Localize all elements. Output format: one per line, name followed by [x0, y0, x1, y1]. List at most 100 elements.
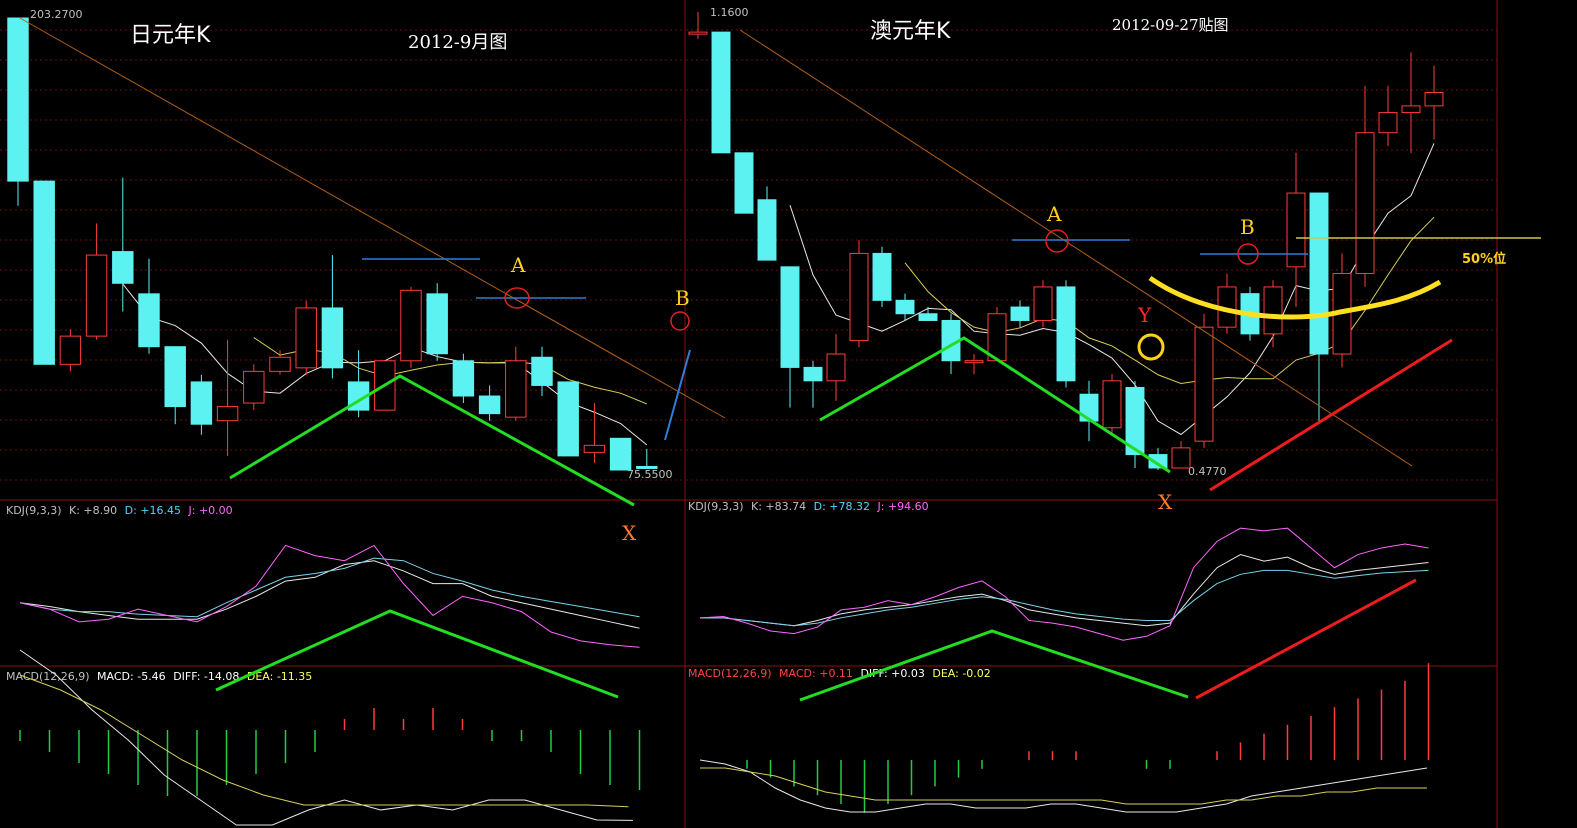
right-mark-y: Y: [1137, 303, 1152, 327]
right-title: 澳元年K: [870, 19, 951, 44]
candle-up: [85, 254, 108, 337]
candle-up: [1378, 112, 1398, 134]
candle-down: [636, 465, 658, 469]
kdj-d-line: [700, 569, 1429, 627]
left-mark-x: X: [622, 521, 637, 545]
candle-down: [33, 180, 55, 365]
left-panel: [0, 0, 686, 828]
candle-up: [1401, 105, 1421, 114]
left-circle-a: [504, 287, 530, 309]
left-price-wave: [229, 374, 635, 507]
candle-down: [164, 346, 186, 408]
left-low-label: 75.5500: [627, 468, 673, 481]
candle-down: [1309, 192, 1329, 355]
macd-dea-line: [700, 767, 1427, 805]
right-kdj-uptrend: [1195, 578, 1417, 700]
candle-up: [216, 406, 239, 422]
candle-up: [295, 307, 317, 369]
candle-down: [895, 299, 915, 315]
candle-up: [400, 289, 422, 362]
ma10-line: [904, 216, 1435, 385]
candle-down: [531, 356, 553, 386]
candle-up: [1355, 132, 1375, 275]
right-macd-legend: MACD(12,26,9) MACD: +0.11 DIFF: +0.03 DE…: [688, 667, 991, 680]
right-circle-y: [1137, 333, 1165, 361]
candle-up: [269, 356, 291, 372]
right-mark-a: A: [1046, 202, 1062, 226]
right-circle-a: [1045, 229, 1069, 253]
left-kdj-legend: KDJ(9,3,3) K: +8.90 D: +16.45 J: +0.00: [6, 504, 233, 517]
kdj-j-line: [19, 544, 640, 648]
right-kdj-wave: [799, 629, 1189, 702]
ma10-line: [253, 337, 647, 405]
candle-down: [780, 266, 800, 368]
right-annotations: A B Y X 50%位: [739, 29, 1541, 702]
right-low-label: 0.4770: [1188, 465, 1227, 478]
candle-down: [7, 17, 29, 182]
kdj-k-line: [700, 554, 1429, 627]
kdj-d-line: [19, 557, 640, 618]
candle-down: [872, 252, 892, 301]
right-mark-b: B: [1240, 215, 1255, 239]
right-level-label: 50%位: [1462, 251, 1506, 267]
macd-diff-line: [699, 759, 1428, 813]
candle-down: [803, 366, 823, 382]
candle-up: [583, 444, 606, 453]
candle-down: [1079, 393, 1099, 422]
candle-down: [138, 293, 160, 348]
left-circle-b: [670, 311, 690, 331]
candle-down: [734, 152, 754, 214]
candle-down: [321, 307, 344, 369]
candle-up: [1263, 286, 1283, 335]
candle-up: [243, 370, 265, 404]
candle-down: [426, 293, 448, 355]
candle-down: [1148, 454, 1168, 469]
left-projection-line: [664, 349, 691, 441]
candle-down: [711, 31, 731, 154]
candle-up: [59, 335, 82, 365]
candle-down: [757, 199, 777, 261]
right-trendline: [739, 29, 1413, 467]
candle-up: [826, 353, 846, 382]
left-kdj-wave: [215, 609, 619, 699]
candle-up: [1424, 91, 1444, 107]
left-mark-b: B: [675, 286, 690, 310]
right-circle-b: [1237, 243, 1259, 265]
kdj-j-line: [699, 527, 1429, 641]
candle-down: [557, 381, 579, 457]
candle-down: [1056, 286, 1076, 382]
candle-down: [1010, 306, 1030, 321]
candle-down: [918, 313, 938, 321]
candle-up: [1171, 447, 1191, 469]
candle-up: [1194, 326, 1214, 442]
right-high-label: 1.1600: [710, 6, 749, 19]
left-high-label: 203.2700: [30, 8, 83, 21]
right-kdj-legend: KDJ(9,3,3) K: +83.74 D: +78.32 J: +94.60: [688, 500, 929, 513]
left-chart-layer: [7, 17, 658, 826]
candle-up: [964, 360, 984, 364]
candle-up: [849, 252, 869, 342]
candle-up: [1033, 286, 1053, 321]
left-subtitle: 2012-9月图: [408, 32, 507, 53]
left-mark-a: A: [510, 253, 526, 277]
right-subtitle: 2012-09-27贴图: [1112, 16, 1229, 34]
candle-down: [112, 251, 134, 284]
candle-down: [609, 437, 632, 471]
candle-down: [1125, 387, 1145, 456]
candle-up: [505, 360, 527, 418]
right-price-wave: [819, 336, 1171, 474]
candle-down: [190, 381, 213, 425]
left-trendline: [19, 17, 726, 419]
candle-up: [688, 31, 708, 35]
candle-up: [1102, 380, 1122, 429]
candle-down: [478, 395, 501, 415]
candle-up: [1286, 192, 1306, 268]
macd-dea-line: [19, 674, 629, 808]
candle-down: [452, 360, 475, 397]
left-title: 日元年K: [130, 23, 211, 48]
right-price-uptrend: [1209, 338, 1453, 492]
right-bottom-arc: [1148, 275, 1442, 320]
right-mark-x: X: [1158, 490, 1173, 514]
left-annotations: A B X: [19, 17, 726, 699]
